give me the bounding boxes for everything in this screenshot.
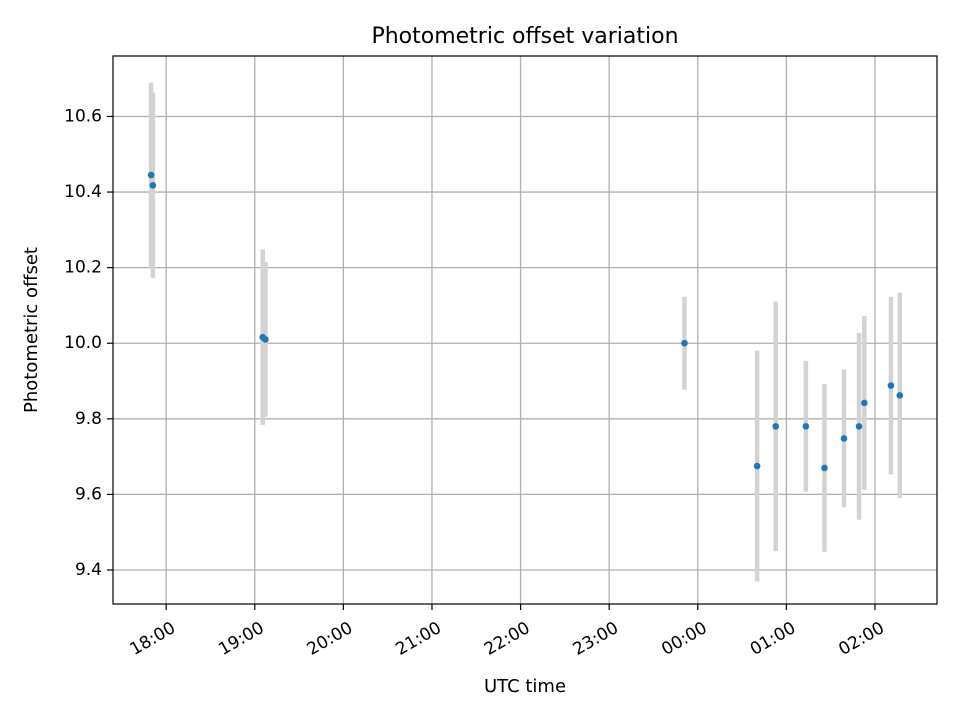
data-point [147,171,155,179]
chart-title: Photometric offset variation [371,24,678,49]
plot-frame [112,55,938,605]
y-tick-label: 9.4 [75,560,102,580]
data-point [861,399,868,407]
y-tick-label: 10.2 [64,258,102,278]
y-tick-label: 10.0 [64,333,102,353]
data-point [149,181,157,189]
grid [113,56,937,604]
data-point [887,382,895,389]
data-point [802,423,810,430]
data-point [262,336,269,343]
x-axis-label: UTC time [484,676,566,697]
y-tick-label: 9.8 [75,409,102,429]
y-tick-label: 10.6 [64,106,102,126]
y-axis-label: Photometric offset [21,247,42,413]
data-point [840,435,848,442]
data-point [855,423,863,430]
y-tick-label: 10.4 [64,182,102,202]
data-point [896,392,904,399]
data-point [753,462,761,470]
data-points [147,171,904,472]
y-axis-ticks: 9.4 9.6 9.8 10.0 10.2 10.4 10.6 [64,106,113,580]
data-point [772,423,780,430]
data-point [681,339,688,347]
data-point [821,464,828,472]
y-tick-label: 9.6 [75,484,102,504]
